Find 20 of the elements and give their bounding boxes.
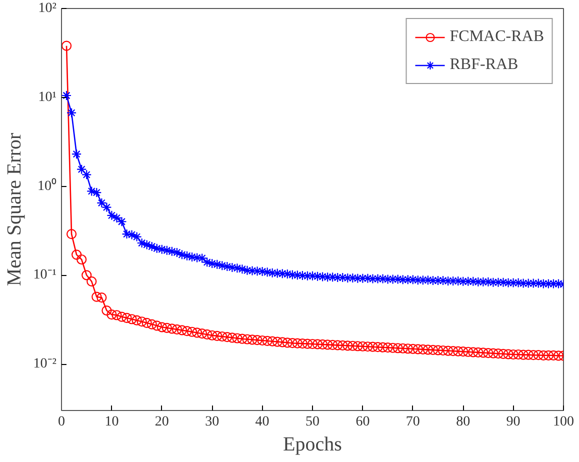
y-tick-label: 10⁻² (33, 356, 57, 372)
x-tick-label: 20 (154, 414, 169, 430)
y-tick-label: 10⁰ (38, 178, 56, 194)
x-tick-label: 0 (58, 414, 65, 430)
x-tick-label: 100 (553, 414, 574, 430)
x-tick-label: 70 (406, 414, 420, 430)
legend-label: FCMAC-RAB (450, 28, 544, 46)
y-tick-label: 10² (38, 1, 57, 16)
legend-label: RBF-RAB (450, 56, 518, 74)
y-axis-title: Mean Square Error (3, 132, 26, 286)
x-tick-label: 10 (104, 414, 119, 430)
x-tick-label: 80 (456, 414, 470, 430)
y-tick-label: 10¹ (38, 90, 57, 105)
x-tick-label: 40 (255, 414, 270, 430)
x-axis-title: Epochs (283, 434, 342, 456)
x-tick-label: 50 (306, 414, 320, 430)
x-tick-label: 30 (205, 414, 220, 430)
x-tick-label: 90 (506, 414, 520, 430)
y-tick-label: 10⁻¹ (33, 268, 57, 283)
x-tick-label: 60 (356, 414, 370, 430)
